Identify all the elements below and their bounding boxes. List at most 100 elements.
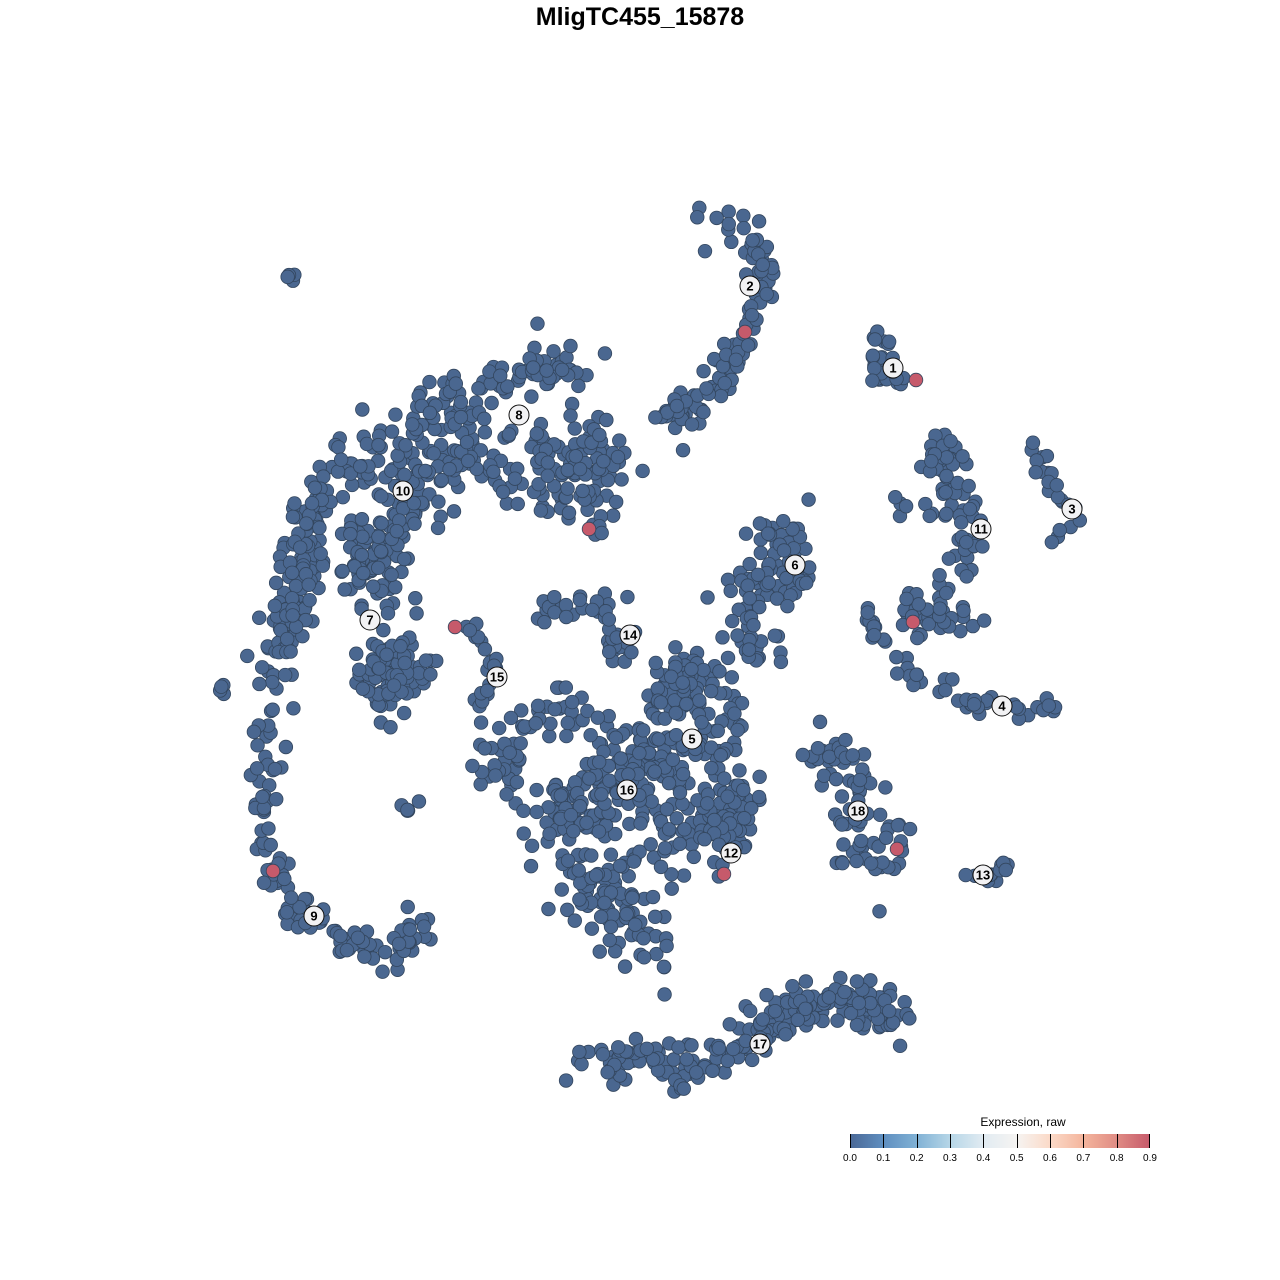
cell-point-cluster-5 — [477, 741, 492, 756]
cell-point-cluster-10 — [299, 516, 314, 531]
cell-point-cluster-5 — [647, 909, 663, 925]
cell-point-cluster-8 — [446, 504, 462, 519]
cell-point-cluster-5 — [625, 890, 640, 905]
cell-point-cluster-5 — [547, 702, 563, 717]
cell-point-cluster-7 — [379, 647, 394, 662]
cluster-label-17: 17 — [749, 1033, 771, 1055]
cell-point-cluster-5 — [523, 858, 539, 874]
cell-point-cluster-10 — [252, 676, 267, 692]
cell-point-cluster-5 — [542, 728, 557, 744]
cluster-label-text: 7 — [366, 613, 373, 628]
cell-point-cluster-8 — [608, 494, 624, 510]
colorbar-tick-label: 0.3 — [943, 1153, 957, 1164]
cell-point-cluster-10 — [530, 316, 545, 331]
cell-point-cluster-11 — [941, 551, 957, 566]
cell-point-cluster-9 — [391, 936, 407, 952]
cell-point-cluster-17 — [600, 1065, 615, 1080]
cell-point-cluster-17 — [722, 1017, 737, 1032]
cell-point-cluster-10 — [252, 610, 267, 625]
cell-point-cluster-14 — [558, 609, 574, 625]
cell-point-cluster-2 — [736, 208, 751, 223]
cell-point-cluster-17 — [849, 1017, 865, 1033]
cell-point-cluster-18 — [816, 768, 832, 783]
cell-point-cluster-17 — [778, 1027, 793, 1042]
cell-point-cluster-11 — [910, 630, 925, 646]
cell-point-cluster-18 — [834, 817, 850, 832]
cell-point-cluster-18 — [872, 904, 887, 919]
cell-point-cluster-5 — [751, 789, 767, 805]
cell-point-cluster-7 — [383, 720, 398, 735]
cell-point-cluster-17 — [892, 1038, 908, 1054]
cluster-label-text: 8 — [515, 408, 522, 423]
cell-point-cluster-17 — [821, 990, 837, 1005]
cell-point-cluster-4 — [966, 697, 982, 712]
cell-point-cluster-5 — [732, 763, 747, 778]
cell-point-cluster-6 — [801, 492, 816, 507]
cell-point-cluster-8 — [473, 443, 489, 458]
cell-point-cluster-8 — [418, 463, 433, 479]
cluster-label-badge — [720, 842, 742, 864]
cell-point-cluster-10 — [240, 648, 255, 664]
cluster-label-badge — [847, 800, 869, 822]
cell-point-cluster-5 — [580, 703, 595, 719]
colorbar-title: Expression, raw — [980, 1115, 1066, 1129]
cluster-label-text: 2 — [746, 279, 753, 294]
cell-point-cluster-8 — [533, 503, 549, 518]
cell-point-cluster-18 — [812, 714, 828, 730]
cell-point-cluster-8 — [540, 468, 555, 484]
cell-point-cluster-8 — [495, 484, 511, 500]
cell-point-cluster-18 — [902, 821, 918, 837]
cell-point-cluster-3 — [1052, 522, 1067, 538]
cell-point-cluster-18 — [852, 772, 868, 788]
cell-point-cluster-5 — [593, 909, 609, 925]
cell-point-cluster-5 — [636, 931, 651, 946]
cell-point-cluster-8 — [460, 453, 476, 469]
cell-point-cluster-5 — [636, 950, 652, 965]
cell-point-cluster-5 — [675, 766, 691, 782]
cell-point-cluster-5 — [704, 760, 719, 776]
cell-point-cluster-7 — [418, 653, 434, 668]
cell-point-cluster-5 — [509, 774, 525, 790]
cell-point-cluster-7 — [349, 646, 364, 661]
cell-point-cluster-9 — [250, 738, 265, 753]
cell-point-cluster-17 — [705, 1063, 720, 1078]
cell-point-cluster-5 — [530, 698, 546, 714]
colorbar-tick-label: 0.5 — [1009, 1153, 1024, 1164]
cell-point-cluster-10 — [493, 368, 508, 383]
cluster-label-text: 4 — [998, 699, 1006, 714]
cell-point-cluster-8 — [434, 472, 449, 488]
cell-point-cluster-2 — [751, 214, 767, 229]
cell-point-cluster-9 — [249, 761, 265, 776]
cell-point-cluster-5 — [659, 802, 675, 817]
cell-point-cluster-10 — [302, 592, 317, 608]
cell-point-cluster-5 — [617, 959, 633, 974]
cluster-label-badge — [619, 624, 641, 646]
cell-point-cluster-9 — [269, 792, 284, 807]
cell-point-cluster-18 — [878, 780, 893, 795]
cell-point-cluster-5 — [752, 769, 767, 785]
cell-point-outlier — [400, 802, 415, 818]
cell-point-cluster-17 — [574, 1056, 589, 1072]
cell-point-cluster-2 — [721, 204, 736, 219]
cell-point-cluster-11 — [939, 506, 954, 522]
cell-point-cluster-5 — [566, 823, 581, 839]
cell-point-cluster-2 — [721, 216, 736, 232]
cell-point-cluster-10 — [293, 540, 308, 555]
cell-point-cluster-15 — [479, 683, 495, 698]
cell-point-cluster-6 — [750, 567, 766, 582]
cell-point-cluster-5 — [572, 799, 588, 814]
cell-point-cluster-11 — [932, 568, 947, 583]
cell-point-cluster-13 — [998, 862, 1013, 878]
cell-point-cluster-5 — [558, 680, 574, 695]
cell-point-cluster-8 — [383, 463, 399, 478]
cell-point-cluster-10 — [448, 376, 464, 391]
cell-point-cluster-11 — [922, 508, 937, 524]
cell-point-outlier — [411, 794, 427, 809]
cell-point-cluster-8 — [356, 565, 371, 581]
cell-point-cluster-4 — [909, 667, 924, 682]
cell-point-cluster-5 — [560, 853, 576, 868]
cell-point-cluster-6 — [785, 521, 800, 537]
cell-point-cluster-18 — [835, 855, 850, 871]
cell-point-cluster-5 — [653, 695, 668, 710]
cell-point-cluster-5 — [696, 662, 711, 678]
